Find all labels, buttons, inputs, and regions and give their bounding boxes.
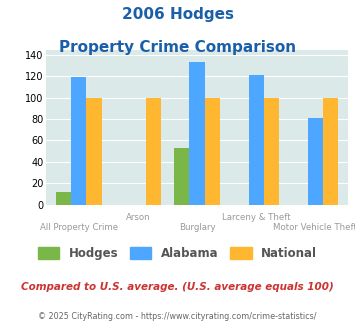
Text: Burglary: Burglary (179, 223, 215, 232)
Bar (71, 77, 86, 205)
Text: Property Crime Comparison: Property Crime Comparison (59, 40, 296, 54)
Bar (86, 98, 102, 205)
Bar (146, 98, 161, 205)
Text: Larceny & Theft: Larceny & Theft (222, 213, 290, 222)
Text: All Property Crime: All Property Crime (40, 223, 118, 232)
Legend: Hodges, Alabama, National: Hodges, Alabama, National (33, 242, 322, 265)
Bar (323, 98, 338, 205)
Text: Compared to U.S. average. (U.S. average equals 100): Compared to U.S. average. (U.S. average … (21, 282, 334, 292)
Text: Motor Vehicle Theft: Motor Vehicle Theft (273, 223, 355, 232)
Bar (248, 75, 264, 205)
Text: Arson: Arson (126, 213, 150, 222)
Bar (56, 192, 71, 205)
Bar (174, 148, 189, 205)
Text: © 2025 CityRating.com - https://www.cityrating.com/crime-statistics/: © 2025 CityRating.com - https://www.city… (38, 312, 317, 321)
Text: 2006 Hodges: 2006 Hodges (121, 7, 234, 21)
Bar (308, 118, 323, 205)
Bar (205, 98, 220, 205)
Bar (264, 98, 279, 205)
Bar (189, 62, 205, 205)
